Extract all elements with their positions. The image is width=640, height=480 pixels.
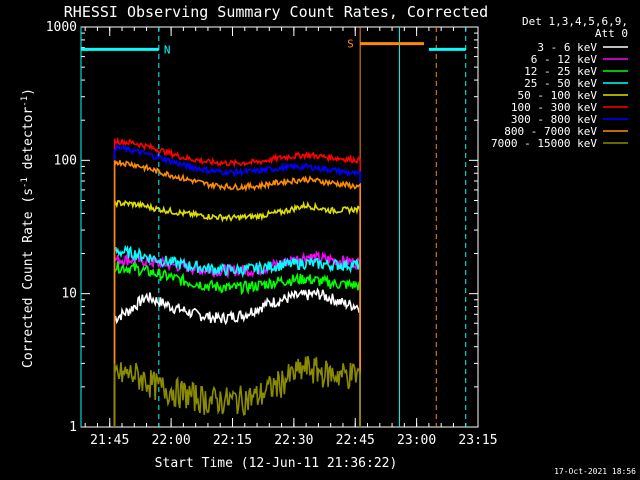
legend-label-9: 7000 - 15000 keV (491, 137, 597, 150)
x-tick-label: 21:45 (90, 433, 129, 448)
plot-frame (80, 26, 479, 428)
legend-label-4: 25 - 50 keV (524, 77, 597, 90)
series-line-6 (113, 136, 362, 427)
legend-label-6: 100 - 300 keV (511, 101, 597, 114)
legend-label-3: 12 - 25 keV (524, 65, 597, 78)
legend-header-attenuator: Att 0 (595, 27, 628, 40)
legend-label-8: 800 - 7000 keV (504, 125, 597, 138)
legend-header-detectors: Det 1,3,4,5,6,9, (522, 15, 628, 28)
plot-area: 1 10 100 1000 21:45 22:00 22:15 22:30 22:45 23:00… (46, 20, 498, 448)
legend-label-2: 6 - 12 keV (531, 53, 598, 66)
footer-date: 17-Oct-2021 18:56 (554, 467, 636, 476)
y-tick-label: 10 (61, 287, 77, 302)
x-axis-label: Start Time (12-Jun-11 21:36:22) (155, 456, 398, 471)
series-line-8 (113, 160, 362, 427)
x-tick-label: 23:00 (397, 433, 436, 448)
flag-label: S (347, 38, 354, 51)
series-line-5 (113, 199, 362, 427)
y-tick-label: 1000 (46, 20, 77, 35)
x-tick-label: 22:30 (274, 433, 313, 448)
x-tick-label: 22:15 (213, 433, 252, 448)
legend-label-1: 3 - 6 keV (537, 41, 597, 54)
series-line-4 (113, 244, 362, 427)
y-axis-label: Corrected Count Rate (s-1 detector-1) (20, 88, 36, 368)
x-tick-label: 22:00 (152, 433, 191, 448)
series-line-3 (113, 260, 362, 427)
y-tick-label: 100 (54, 153, 77, 168)
x-tick-label: 23:15 (458, 433, 497, 448)
x-tick-label: 22:45 (336, 433, 375, 448)
series-line-7 (113, 142, 362, 427)
legend-label-5: 50 - 100 keV (518, 89, 598, 102)
flag-label: N (164, 43, 171, 56)
legend-label-7: 300 - 800 keV (511, 113, 597, 126)
y-tick-label: 1 (69, 420, 77, 435)
series-line-1 (113, 287, 362, 427)
series-line-9 (113, 355, 362, 427)
chart-title: RHESSI Observing Summary Count Rates, Co… (64, 3, 488, 21)
